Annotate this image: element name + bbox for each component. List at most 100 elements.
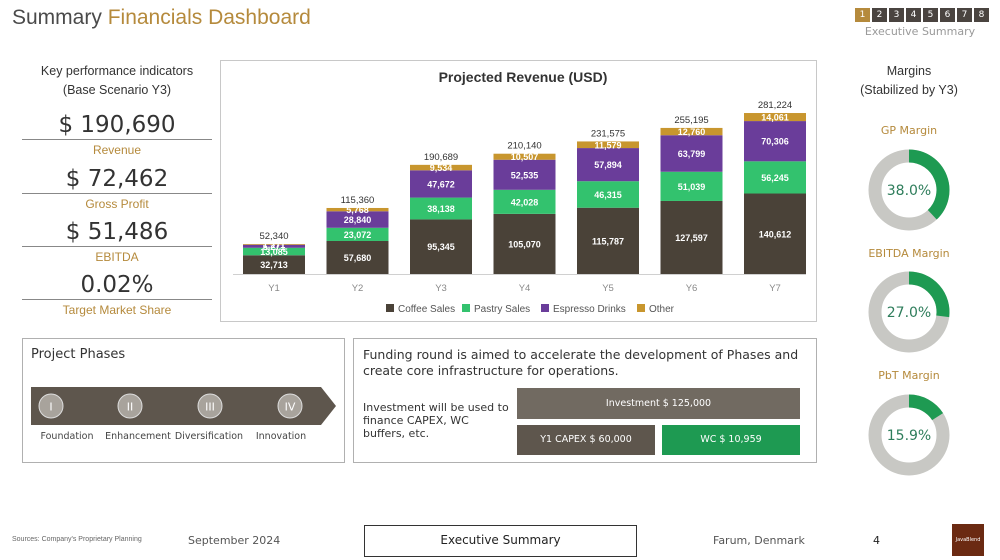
page-tab-7[interactable]: 7 — [957, 8, 972, 22]
footer-location: Farum, Denmark — [713, 534, 805, 547]
company-logo: JavaBlend — [952, 524, 984, 556]
bar-value-label: 11,579 — [594, 140, 621, 150]
margins-heading-line1: Margins — [886, 64, 932, 78]
phase-circle-3 — [197, 393, 223, 419]
phase-label-foundation: Foundation — [40, 431, 94, 442]
bar-other-Y4 — [493, 153, 556, 160]
bar-value-label: 57,894 — [594, 160, 622, 170]
ebitda-margin-donut: 27.0% — [868, 271, 950, 353]
bar-pastry-sales-Y5 — [577, 181, 639, 208]
phase-numeral: II — [127, 401, 134, 414]
bar-value-label: 57,680 — [344, 253, 372, 263]
bar-value-label: 5,271 — [263, 242, 286, 252]
bar-total-label: 231,575 — [591, 128, 625, 139]
legend-label: Other — [649, 304, 675, 315]
page-tab-8[interactable]: 8 — [974, 8, 989, 22]
bar-value-label: 140,612 — [759, 229, 792, 239]
phases-title: Project Phases — [31, 347, 126, 362]
bar-total-label: 210,140 — [507, 141, 541, 152]
page-tab-3[interactable]: 3 — [889, 8, 904, 22]
footer-section-button[interactable]: Executive Summary — [364, 525, 637, 557]
bar-value-label: 28,840 — [344, 215, 372, 225]
kpi-label: Gross Profit — [85, 197, 149, 211]
bar-espresso-drinks-Y6 — [660, 135, 723, 172]
bar-value-label: 127,597 — [675, 233, 708, 243]
bar-espresso-drinks-Y7 — [744, 121, 806, 162]
kpi-value: $ 72,462 — [22, 164, 212, 194]
bar-value-label: 56,245 — [761, 173, 789, 183]
project-phases-panel: Project Phases I II III IV Foundation Enhan… — [22, 338, 345, 463]
bar-pastry-sales-Y4 — [493, 189, 556, 214]
bar-other-Y7 — [744, 113, 806, 122]
legend-swatch-coffee-sales — [386, 304, 394, 312]
phase-numeral: I — [49, 401, 52, 414]
bar-pastry-sales-Y3 — [410, 197, 472, 220]
phase-label-diversification: Diversification — [174, 431, 244, 442]
bar-value-label: 115,787 — [592, 236, 624, 246]
x-tick-label: Y2 — [352, 283, 364, 294]
phase-circle-2 — [117, 393, 143, 419]
bar-value-label: 51,039 — [678, 182, 706, 192]
kpi-market-share: 0.02% Target Market Share — [22, 270, 212, 317]
donut-value: 15.9% — [887, 428, 931, 444]
kpi-label: EBITDA — [95, 250, 139, 264]
bar-other-Y6 — [660, 127, 723, 136]
bar-pastry-sales-Y7 — [744, 161, 806, 194]
bar-value-label: 5,768 — [346, 205, 369, 215]
page-tab-4[interactable]: 4 — [906, 8, 921, 22]
bar-value-label: 12,760 — [678, 127, 706, 137]
footer-date: September 2024 — [188, 534, 281, 547]
bar-espresso-drinks-Y2 — [326, 211, 389, 228]
revenue-chart-panel: Projected Revenue (USD) 32,713 13,085 5,271… — [220, 60, 817, 322]
pbt-margin-donut: 15.9% — [868, 394, 950, 476]
bar-value-label: 14,061 — [761, 113, 789, 123]
bar-total-label: 281,224 — [758, 100, 792, 111]
page-tab-5[interactable]: 5 — [923, 8, 938, 22]
section-label: Executive Summary — [864, 25, 976, 38]
bar-coffee-sales-Y3 — [410, 219, 472, 274]
x-tick-label: Y4 — [519, 283, 531, 294]
bar-value-label: 38,138 — [427, 204, 455, 214]
page-title: Summary Financials Dashboard — [12, 6, 311, 30]
donut-fill — [908, 394, 944, 421]
bar-other-Y1 — [243, 244, 305, 245]
bar-value-label: 32,713 — [260, 260, 288, 270]
bar-value-label: 23,072 — [344, 230, 372, 240]
kpi-gross-profit: $ 72,462 Gross Profit — [22, 164, 212, 211]
donut-value: 27.0% — [887, 305, 931, 321]
x-tick-label: Y6 — [686, 283, 698, 294]
x-tick-label: Y1 — [268, 283, 280, 294]
bar-espresso-drinks-Y5 — [577, 148, 639, 182]
page-tab-1[interactable]: 1 — [855, 8, 870, 22]
kpi-heading-line2: (Base Scenario Y3) — [62, 83, 172, 97]
bar-other-Y3 — [410, 164, 472, 171]
legend-swatch-espresso-drinks — [541, 304, 549, 312]
bar-value-label: 63,799 — [678, 149, 706, 159]
footer-source: Sources: Company's Proprietary Planning — [12, 536, 142, 543]
phase-circle-4 — [277, 393, 303, 419]
logo-text: JavaBlend — [955, 537, 981, 543]
phases-arrow-shape — [31, 387, 336, 425]
kpi-value: $ 51,486 — [22, 217, 212, 247]
chart-title: Projected Revenue (USD) — [439, 69, 608, 85]
bar-value-label: 1,271 — [263, 240, 286, 250]
bar-coffee-sales-Y5 — [577, 207, 639, 274]
legend-label: Pastry Sales — [474, 304, 530, 315]
kpi-revenue: $ 190,690 Revenue — [22, 110, 212, 157]
title-part-1: Summary — [12, 6, 102, 29]
phase-numeral: III — [205, 401, 215, 414]
bar-value-label: 46,315 — [594, 190, 622, 200]
page-tab-2[interactable]: 2 — [872, 8, 887, 22]
bar-pastry-sales-Y2 — [326, 227, 389, 241]
revenue-chart: Projected Revenue (USD) 32,713 13,0855,271… — [233, 69, 806, 315]
ebitda-margin-label: EBITDA Margin — [868, 247, 950, 260]
phase-numeral: IV — [285, 401, 296, 414]
capex-box: Y1 CAPEX $ 60,000 — [517, 425, 655, 455]
kpi-label: Target Market Share — [62, 303, 172, 317]
bar-value-label: 13,085 — [260, 247, 288, 257]
x-tick-label: Y7 — [769, 283, 781, 294]
kpi-ebitda: $ 51,486 EBITDA — [22, 217, 212, 264]
x-tick-label: Y5 — [602, 283, 614, 294]
page-tab-6[interactable]: 6 — [940, 8, 955, 22]
bar-espresso-drinks-Y1 — [243, 244, 305, 248]
